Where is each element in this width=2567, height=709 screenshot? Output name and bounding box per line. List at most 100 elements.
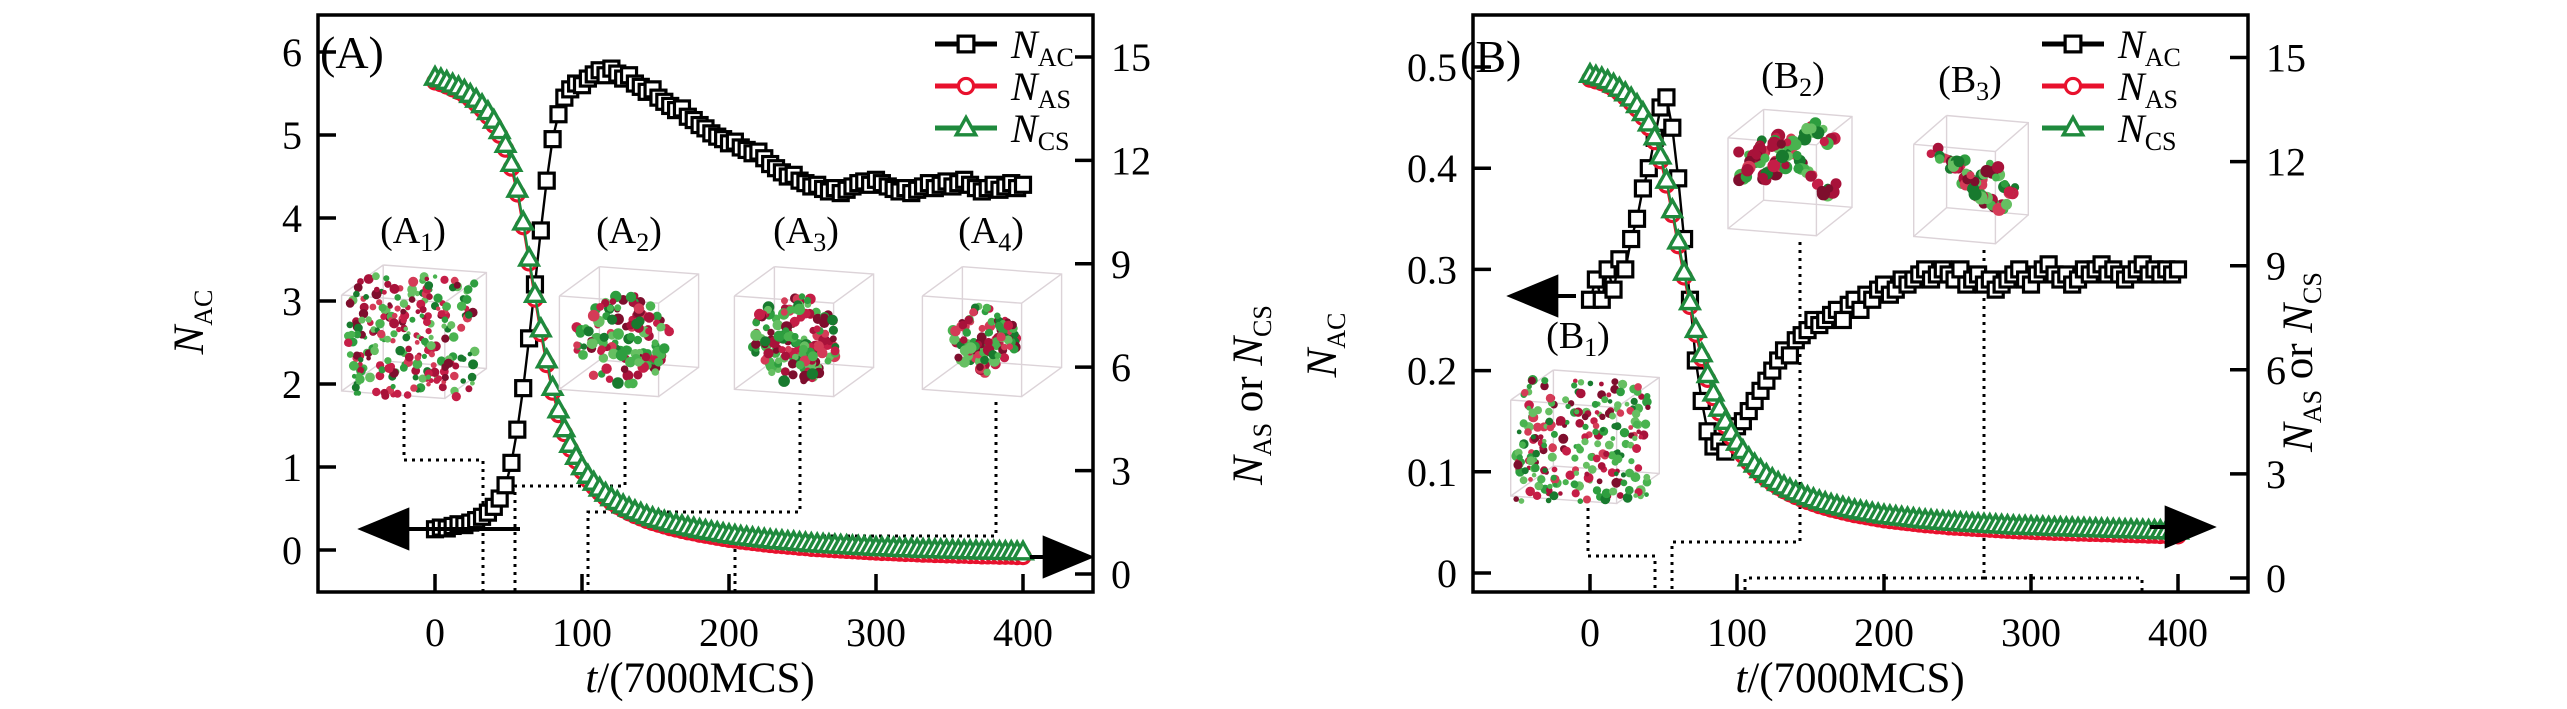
x-axis-label-a-units: /(7000MCS) (597, 655, 814, 702)
particle-dot (384, 363, 394, 373)
snapshot-insets-b: (B1) (B2) (B3) (1509, 55, 2030, 505)
y-right-b-n1: N (2275, 421, 2322, 453)
particle-dot (762, 324, 770, 332)
particle-dot (428, 334, 434, 340)
particle-dot (452, 362, 460, 370)
particle-dot (1582, 461, 1590, 469)
particle-dot (773, 330, 785, 342)
triangle-marker (1689, 340, 1714, 363)
particle-dot (1548, 443, 1557, 453)
particle-dot (960, 336, 968, 344)
particle-dot (353, 283, 363, 292)
x-axis-label-b: t/(7000MCS) (1735, 655, 1964, 702)
particle-dot (633, 303, 645, 314)
particle-dot (1601, 488, 1612, 499)
particle-dot (441, 334, 450, 343)
particle-dot (980, 355, 989, 365)
particle-dot (586, 338, 598, 349)
particle-dot (405, 345, 412, 353)
square-marker (1657, 88, 1676, 107)
particle-dot (954, 353, 963, 362)
y-left-tick-label: 0 (1437, 551, 1457, 596)
particle-dot (1604, 440, 1614, 450)
particle-dot (470, 279, 479, 288)
inset-label: (B1) (1546, 315, 1610, 362)
y-left-tick-label: 6 (282, 30, 302, 75)
particle-dot (1781, 161, 1790, 170)
particle-dot (580, 343, 588, 350)
particle-dot (1540, 381, 1549, 391)
y-axis-label-left-a: NAC (166, 290, 218, 356)
particle-dot (969, 308, 978, 317)
particle-dot (964, 315, 974, 325)
particle-dot (394, 305, 401, 312)
y-right-b-s1: AS (2298, 390, 2327, 423)
particle-dot (1545, 497, 1552, 504)
square-marker (1604, 280, 1623, 299)
particle-dot (399, 364, 408, 372)
y-left-a-sub: AC (189, 290, 218, 326)
particle-dot (457, 323, 466, 332)
particle-dot (1571, 382, 1578, 389)
square-marker (531, 221, 550, 240)
particle-dot (1003, 335, 1013, 345)
triangle-marker (1671, 259, 1697, 281)
y-left-tick-label: 0.4 (1407, 146, 1457, 191)
particle-dot (1519, 419, 1528, 428)
particle-dot (403, 326, 409, 332)
particle-dot (355, 372, 363, 379)
cube-edge (833, 273, 874, 304)
y-right-a-mid: or (1225, 366, 1272, 423)
panel-b: 0 100 200 300 400 0 0.1 0.2 0.3 0.4 0.5 0 3 6 9 12 15 (B… (1299, 13, 2327, 702)
particle-dot (353, 330, 362, 339)
particle-dot (1625, 485, 1634, 495)
particle-dot (372, 272, 380, 281)
particle-dot (408, 276, 419, 287)
particle-dot (949, 334, 960, 345)
cube-edge (1021, 366, 1062, 398)
x-tick-label: 0 (1580, 610, 1600, 655)
particle-dot (657, 322, 666, 332)
particle-dots (1733, 117, 1842, 202)
particle-dot (827, 314, 838, 326)
particle-dot (1581, 438, 1589, 446)
triangle-marker (487, 117, 512, 140)
particle-dot (1632, 444, 1642, 453)
particle-dot (605, 375, 614, 383)
particle-dot (643, 312, 655, 323)
particle-dot (1562, 479, 1569, 486)
particle-dot (1545, 393, 1555, 403)
particle-dot (1634, 383, 1642, 391)
x-tick-label: 100 (552, 610, 612, 655)
y-left-tick-label: 0.5 (1407, 45, 1457, 90)
particle-dots (1511, 375, 1652, 505)
triangle-marker (540, 374, 565, 397)
particle-dot (621, 345, 632, 355)
legend-label-N_CS: NCS (2117, 106, 2177, 156)
x-tick-label: 400 (2148, 610, 2208, 655)
square-marker (1616, 260, 1635, 279)
square-marker (508, 420, 527, 439)
particle-dot (1519, 476, 1528, 485)
particle-dot (396, 326, 402, 333)
particle-dot (799, 344, 808, 354)
particle-dot (780, 367, 790, 376)
inset-label: (A4) (958, 210, 1024, 257)
particle-dot (597, 345, 606, 354)
particle-dot (1620, 472, 1627, 478)
particle-dot (791, 333, 799, 340)
particle-dot (633, 370, 643, 380)
triangle-marker (1654, 167, 1679, 189)
particle-dot (387, 302, 392, 307)
particle-dot (353, 391, 359, 396)
particle-dot (1614, 471, 1619, 477)
inset-connector-line (1984, 576, 2144, 592)
particle-dot (384, 357, 392, 365)
triangle-marker (1636, 109, 1661, 132)
particle-dot (1607, 399, 1613, 404)
y-right-a-n2: N (1225, 335, 1272, 367)
particle-dot (1970, 176, 1980, 187)
plot-frame-a (316, 13, 1095, 594)
snapshot-inset: (B1) (1509, 315, 1661, 505)
